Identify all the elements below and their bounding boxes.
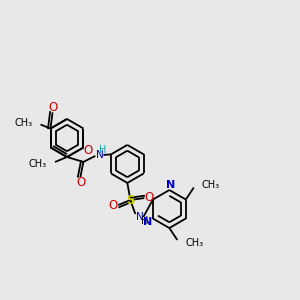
Text: CH₃: CH₃ bbox=[202, 179, 220, 190]
Text: CH₃: CH₃ bbox=[14, 118, 32, 128]
Text: N: N bbox=[136, 212, 144, 222]
Text: CH₃: CH₃ bbox=[185, 238, 203, 248]
Text: O: O bbox=[109, 199, 118, 212]
Text: N: N bbox=[166, 180, 175, 190]
Text: H: H bbox=[99, 145, 107, 155]
Text: N: N bbox=[143, 217, 152, 226]
Text: O: O bbox=[145, 190, 154, 203]
Text: O: O bbox=[77, 176, 86, 189]
Text: O: O bbox=[84, 144, 93, 157]
Text: N: N bbox=[96, 150, 104, 160]
Text: O: O bbox=[48, 101, 57, 114]
Text: S: S bbox=[126, 194, 135, 206]
Text: CH₃: CH₃ bbox=[29, 159, 47, 169]
Text: H: H bbox=[141, 216, 149, 226]
